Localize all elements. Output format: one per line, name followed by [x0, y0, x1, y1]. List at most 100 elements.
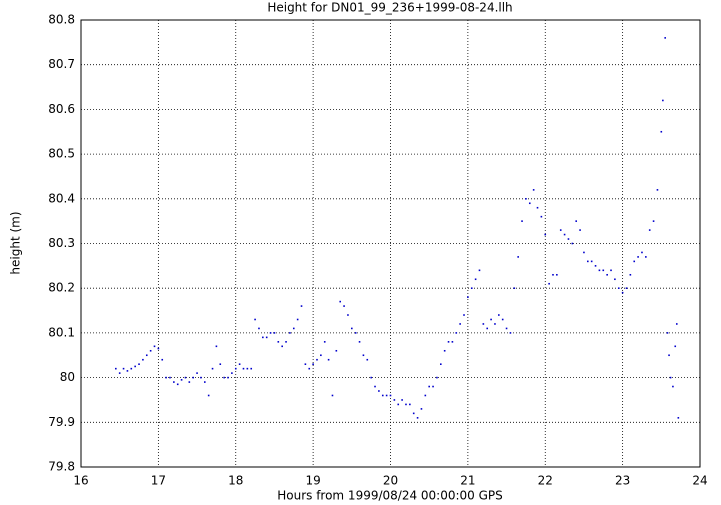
point [677, 417, 680, 419]
point [320, 354, 322, 357]
point [215, 345, 218, 348]
point [192, 376, 194, 379]
point [412, 412, 415, 415]
point [378, 390, 380, 392]
x-tick-label: 17 [151, 474, 166, 488]
point [138, 363, 140, 365]
point [432, 385, 434, 388]
point [204, 381, 206, 383]
point [223, 376, 225, 379]
point [285, 341, 287, 343]
point [420, 408, 423, 410]
x-tick-label: 19 [305, 474, 320, 488]
point [498, 314, 500, 316]
y-tick-label: 80 [60, 370, 75, 384]
y-tick-label: 80.1 [48, 325, 75, 339]
point [439, 363, 442, 365]
point [459, 323, 461, 325]
point [567, 238, 570, 240]
x-tick-label: 20 [383, 474, 398, 488]
point [254, 318, 256, 321]
point [246, 367, 249, 370]
point [494, 323, 496, 325]
x-tick-label: 21 [460, 474, 475, 488]
point [614, 278, 616, 281]
point [347, 314, 349, 316]
point [327, 358, 330, 361]
point [227, 376, 229, 379]
point [666, 332, 669, 334]
point [675, 323, 678, 325]
point [645, 256, 647, 258]
y-axis-label: height (m) [9, 211, 23, 274]
point [339, 300, 342, 303]
point [250, 367, 253, 370]
point [559, 229, 562, 231]
y-tick-label: 80.3 [48, 236, 75, 250]
point [633, 260, 636, 263]
point [579, 229, 581, 231]
point [262, 336, 264, 339]
x-tick-label: 24 [692, 474, 707, 488]
point [587, 260, 589, 263]
point [540, 215, 543, 218]
point [366, 358, 369, 361]
point [304, 363, 307, 365]
point [308, 367, 311, 370]
point [571, 242, 574, 245]
point [231, 372, 233, 374]
y-tick-label: 80.5 [48, 147, 75, 161]
point [594, 265, 597, 267]
point [354, 332, 357, 334]
point [662, 99, 664, 102]
point [606, 273, 608, 276]
point [674, 345, 677, 348]
point [335, 349, 338, 352]
point [176, 383, 179, 386]
y-tick-label: 80.6 [48, 102, 75, 116]
point [552, 273, 554, 276]
point [269, 332, 272, 334]
point [385, 394, 388, 397]
point [393, 399, 396, 401]
point [200, 376, 202, 379]
point [343, 305, 345, 307]
point [142, 358, 144, 361]
point [207, 394, 210, 397]
point [467, 296, 469, 298]
point [157, 347, 160, 350]
y-tick-label: 79.8 [48, 460, 75, 474]
point [416, 417, 419, 419]
point [397, 403, 400, 406]
point [563, 233, 566, 236]
x-tick-label: 23 [615, 474, 630, 488]
point [548, 282, 550, 285]
point [134, 365, 136, 368]
point [656, 189, 659, 191]
point [455, 332, 458, 334]
point [532, 189, 535, 191]
point [188, 381, 191, 383]
y-tick-label: 79.9 [48, 415, 75, 429]
point [389, 394, 392, 397]
point [331, 394, 334, 397]
y-tick-label: 80.2 [48, 281, 75, 295]
point [370, 376, 372, 379]
point [575, 220, 577, 222]
point [451, 341, 454, 343]
point [470, 287, 473, 289]
point [115, 367, 117, 370]
point [544, 233, 547, 236]
point [281, 345, 283, 348]
point [490, 318, 492, 321]
point [637, 256, 639, 258]
point [501, 318, 504, 321]
point [610, 269, 612, 272]
point [296, 318, 299, 321]
point [669, 376, 672, 379]
point [145, 354, 148, 357]
point [486, 327, 489, 330]
x-tick-label: 18 [228, 474, 243, 488]
point [242, 367, 245, 370]
